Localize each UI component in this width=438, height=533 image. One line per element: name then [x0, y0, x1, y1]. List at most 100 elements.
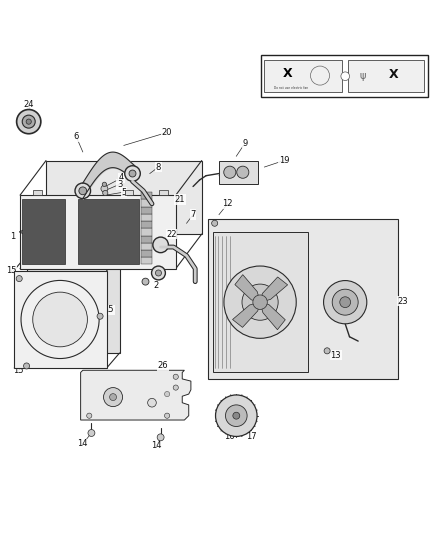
Polygon shape: [260, 302, 285, 330]
Text: 6: 6: [74, 132, 79, 141]
Text: 5: 5: [121, 188, 127, 197]
Text: 16: 16: [225, 432, 235, 440]
Text: 19: 19: [279, 156, 289, 165]
Circle shape: [233, 412, 240, 419]
Text: 4: 4: [119, 173, 124, 182]
Circle shape: [226, 405, 247, 426]
FancyBboxPatch shape: [212, 232, 307, 373]
FancyBboxPatch shape: [78, 190, 87, 195]
Circle shape: [33, 292, 88, 347]
Circle shape: [24, 363, 30, 369]
Circle shape: [341, 72, 350, 80]
Text: X: X: [283, 67, 293, 80]
Circle shape: [215, 395, 257, 437]
Circle shape: [173, 385, 178, 390]
Text: 7: 7: [191, 210, 196, 219]
FancyBboxPatch shape: [141, 221, 152, 228]
Circle shape: [173, 374, 178, 379]
Text: 21: 21: [175, 195, 185, 204]
Circle shape: [165, 413, 170, 418]
FancyBboxPatch shape: [125, 190, 134, 195]
Circle shape: [26, 119, 32, 124]
Text: 9: 9: [242, 139, 247, 148]
Polygon shape: [233, 302, 260, 327]
FancyBboxPatch shape: [27, 256, 120, 353]
Circle shape: [16, 276, 22, 281]
Circle shape: [103, 387, 123, 407]
Text: 11: 11: [28, 325, 38, 334]
Text: 13: 13: [330, 351, 341, 360]
FancyBboxPatch shape: [46, 160, 202, 234]
Circle shape: [101, 185, 108, 192]
Circle shape: [340, 297, 350, 308]
Circle shape: [324, 280, 367, 324]
Text: 26: 26: [158, 361, 168, 370]
Circle shape: [142, 278, 149, 285]
Text: 1: 1: [10, 232, 15, 241]
Text: 20: 20: [162, 128, 173, 137]
Circle shape: [148, 398, 156, 407]
Text: 15: 15: [103, 305, 114, 314]
FancyBboxPatch shape: [22, 199, 66, 264]
Polygon shape: [260, 277, 288, 302]
FancyBboxPatch shape: [141, 243, 152, 250]
Text: 17: 17: [246, 432, 257, 440]
Circle shape: [212, 220, 218, 227]
FancyBboxPatch shape: [261, 55, 428, 97]
Circle shape: [97, 313, 103, 319]
Circle shape: [153, 237, 168, 253]
Text: 24: 24: [24, 100, 34, 109]
Circle shape: [22, 115, 35, 128]
Text: 23: 23: [397, 296, 408, 305]
FancyBboxPatch shape: [141, 250, 152, 257]
Circle shape: [237, 166, 249, 178]
Circle shape: [87, 413, 92, 418]
Text: 12: 12: [54, 281, 64, 290]
Text: 2: 2: [154, 281, 159, 290]
FancyBboxPatch shape: [348, 60, 424, 92]
Circle shape: [102, 182, 106, 187]
Text: 15: 15: [6, 266, 17, 276]
Circle shape: [157, 434, 164, 441]
Text: 3: 3: [117, 180, 122, 189]
Circle shape: [79, 187, 87, 195]
FancyBboxPatch shape: [208, 219, 399, 379]
FancyBboxPatch shape: [78, 199, 139, 264]
Text: ψ: ψ: [360, 70, 366, 80]
Circle shape: [324, 348, 330, 354]
Circle shape: [253, 295, 267, 310]
Circle shape: [75, 183, 91, 199]
FancyBboxPatch shape: [141, 207, 152, 214]
Polygon shape: [81, 370, 191, 420]
FancyBboxPatch shape: [141, 214, 152, 221]
FancyBboxPatch shape: [141, 192, 152, 199]
Text: 14: 14: [78, 439, 88, 448]
Polygon shape: [235, 274, 260, 302]
Circle shape: [224, 266, 296, 338]
Text: Do not use electric fan: Do not use electric fan: [274, 86, 308, 90]
FancyBboxPatch shape: [141, 257, 152, 264]
Text: 8: 8: [156, 163, 161, 172]
FancyBboxPatch shape: [33, 190, 42, 195]
Circle shape: [332, 289, 358, 315]
Circle shape: [102, 190, 108, 196]
FancyBboxPatch shape: [265, 60, 342, 92]
Text: X: X: [389, 68, 398, 81]
Circle shape: [165, 391, 170, 397]
Text: 12: 12: [223, 199, 233, 208]
Text: 15: 15: [13, 366, 23, 375]
Text: 14: 14: [151, 441, 162, 450]
Circle shape: [224, 166, 236, 178]
FancyBboxPatch shape: [159, 190, 168, 195]
Text: 10: 10: [223, 167, 233, 176]
Circle shape: [17, 109, 41, 134]
Circle shape: [110, 394, 117, 401]
Text: 22: 22: [166, 230, 177, 239]
Circle shape: [88, 430, 95, 437]
FancyBboxPatch shape: [219, 160, 258, 184]
FancyBboxPatch shape: [141, 199, 152, 207]
Circle shape: [129, 170, 136, 177]
Circle shape: [152, 266, 166, 280]
FancyBboxPatch shape: [14, 271, 106, 368]
Circle shape: [125, 166, 140, 181]
